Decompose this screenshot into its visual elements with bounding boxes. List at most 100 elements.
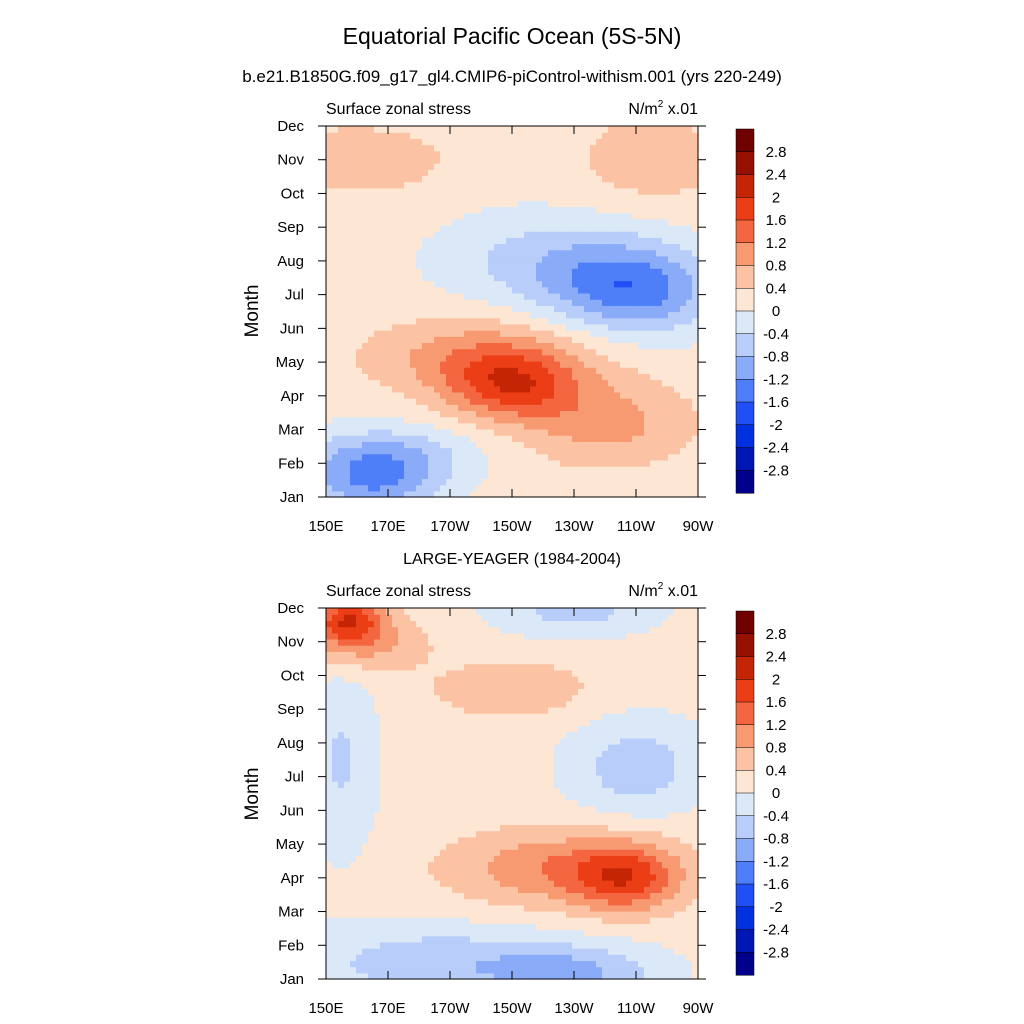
heatmap-cell bbox=[638, 305, 645, 313]
heatmap-cell bbox=[572, 336, 579, 344]
heatmap-cell bbox=[566, 262, 573, 269]
heatmap-cell bbox=[356, 255, 363, 263]
heatmap-cell bbox=[506, 311, 513, 319]
heatmap-cell bbox=[404, 255, 411, 263]
heatmap-cell bbox=[692, 299, 699, 306]
heatmap-cell bbox=[422, 156, 429, 164]
heatmap-cell bbox=[548, 435, 555, 442]
heatmap-cell bbox=[416, 453, 423, 461]
heatmap-cell bbox=[398, 194, 405, 201]
heatmap-cell bbox=[632, 892, 639, 900]
heatmap-cell bbox=[518, 354, 525, 362]
heatmap-cell bbox=[680, 466, 687, 473]
heatmap-cell bbox=[368, 880, 375, 887]
heatmap-cell bbox=[344, 941, 351, 949]
heatmap-cell bbox=[650, 385, 657, 393]
heatmap-cell bbox=[506, 187, 513, 195]
heatmap-cell bbox=[512, 156, 519, 164]
heatmap-cell bbox=[464, 391, 471, 399]
heatmap-cell bbox=[482, 917, 489, 924]
heatmap-cell bbox=[530, 966, 537, 974]
heatmap-cell bbox=[548, 972, 555, 980]
heatmap-cell bbox=[386, 855, 393, 863]
heatmap-cell bbox=[614, 126, 621, 133]
heatmap-cell bbox=[440, 367, 447, 374]
heatmap-cell bbox=[620, 910, 627, 918]
heatmap-cell bbox=[686, 367, 693, 374]
heatmap-cell bbox=[560, 126, 567, 133]
heatmap-cell bbox=[428, 422, 435, 430]
heatmap-cell bbox=[668, 466, 675, 473]
heatmap-cell bbox=[338, 861, 345, 869]
heatmap-cell bbox=[524, 391, 531, 399]
heatmap-cell bbox=[500, 150, 507, 158]
heatmap-cell bbox=[350, 342, 357, 350]
heatmap-cell bbox=[530, 187, 537, 195]
heatmap-cell bbox=[572, 218, 579, 226]
heatmap-cell bbox=[530, 379, 537, 387]
heatmap-cell bbox=[476, 428, 483, 436]
x-tick-label: 90W bbox=[683, 518, 715, 535]
heatmap-cell bbox=[548, 954, 555, 962]
heatmap-cell bbox=[674, 929, 681, 937]
heatmap-cell bbox=[524, 892, 531, 900]
heatmap-cell bbox=[674, 360, 681, 368]
heatmap-cell bbox=[476, 873, 483, 881]
heatmap-cell bbox=[686, 904, 693, 912]
heatmap-cell bbox=[620, 169, 627, 177]
heatmap-cell bbox=[482, 181, 489, 189]
heatmap-cell bbox=[686, 163, 693, 170]
heatmap-cell bbox=[344, 249, 351, 257]
heatmap-cell bbox=[356, 156, 363, 164]
heatmap-cell bbox=[326, 478, 333, 486]
heatmap-cell bbox=[554, 150, 561, 158]
heatmap-cell bbox=[434, 218, 441, 226]
heatmap-cell bbox=[590, 966, 597, 974]
heatmap-cell bbox=[662, 391, 669, 399]
heatmap-cell bbox=[404, 163, 411, 170]
heatmap-cell bbox=[398, 948, 405, 955]
heatmap-cell bbox=[524, 966, 531, 974]
heatmap-cell bbox=[470, 206, 477, 214]
heatmap-cell bbox=[596, 410, 603, 418]
heatmap-cell bbox=[470, 954, 477, 962]
heatmap-cell bbox=[422, 873, 429, 881]
heatmap-cell bbox=[428, 237, 435, 245]
heatmap-cell bbox=[416, 484, 423, 492]
heatmap-cell bbox=[536, 373, 543, 381]
heatmap-cell bbox=[398, 323, 405, 331]
heatmap-cell bbox=[602, 274, 609, 282]
heatmap-cell bbox=[524, 972, 531, 980]
heatmap-cell bbox=[344, 126, 351, 133]
heatmap-cell bbox=[476, 163, 483, 170]
heatmap-cell bbox=[626, 231, 633, 238]
heatmap-cell bbox=[524, 398, 531, 405]
heatmap-cell bbox=[626, 286, 633, 294]
heatmap-cell bbox=[548, 904, 555, 912]
heatmap-cell bbox=[584, 255, 591, 263]
heatmap-cell bbox=[494, 453, 501, 461]
heatmap-cell bbox=[476, 360, 483, 368]
heatmap-cell bbox=[398, 923, 405, 931]
heatmap-cell bbox=[518, 163, 525, 170]
heatmap-cell bbox=[368, 391, 375, 399]
heatmap-cell bbox=[674, 472, 681, 480]
heatmap-cell bbox=[380, 972, 387, 980]
heatmap-cell bbox=[584, 898, 591, 906]
heatmap-cell bbox=[554, 880, 561, 887]
heatmap-cell bbox=[476, 292, 483, 300]
heatmap-cell bbox=[554, 156, 561, 164]
heatmap-cell bbox=[398, 416, 405, 424]
heatmap-cell bbox=[374, 330, 381, 337]
heatmap-cell bbox=[596, 200, 603, 207]
heatmap-cell bbox=[332, 416, 339, 424]
heatmap-cell bbox=[602, 354, 609, 362]
heatmap-cell bbox=[650, 391, 657, 399]
heatmap-cell bbox=[386, 385, 393, 393]
heatmap-cell bbox=[506, 428, 513, 436]
heatmap-cell bbox=[686, 478, 693, 486]
heatmap-cell bbox=[464, 422, 471, 430]
heatmap-cell bbox=[458, 904, 465, 912]
heatmap-cell bbox=[596, 305, 603, 313]
heatmap-cell bbox=[386, 478, 393, 486]
